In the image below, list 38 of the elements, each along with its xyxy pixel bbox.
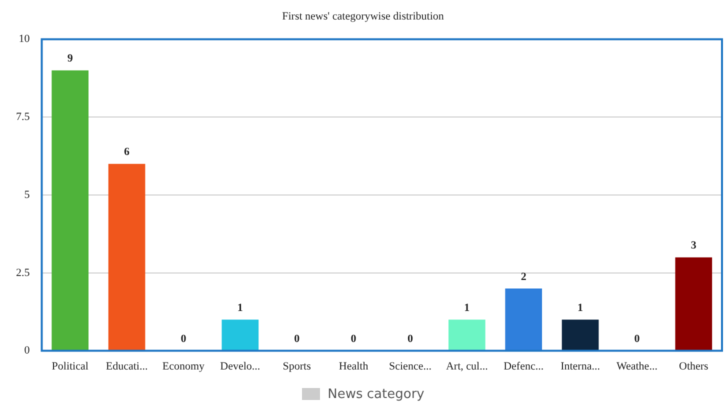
data-label: 2	[520, 270, 527, 283]
y-tick-label: 10	[18, 33, 30, 46]
y-tick-label: 5	[24, 188, 30, 201]
y-tick-label: 0	[24, 344, 30, 357]
x-tick-label: Economy	[162, 360, 206, 372]
data-label: 0	[180, 333, 187, 346]
data-label: 1	[237, 302, 243, 314]
x-tick-label: Sports	[282, 360, 311, 372]
bar	[562, 320, 599, 350]
x-tick-label: Political	[52, 360, 88, 372]
data-label: 6	[124, 146, 130, 158]
data-label: 9	[67, 52, 74, 65]
bar	[675, 257, 712, 350]
x-tick-label: Others	[678, 360, 708, 372]
x-tick-label: Weathe...	[616, 360, 658, 372]
data-label: 1	[578, 302, 584, 314]
data-label: 3	[690, 240, 697, 252]
x-tick-label: Develo...	[220, 360, 260, 372]
x-tick-label: Defenc...	[504, 360, 544, 372]
x-tick-label: Health	[338, 360, 369, 372]
data-label: 1	[464, 302, 470, 314]
x-tick-label: Interna...	[560, 360, 600, 372]
bar	[505, 288, 542, 350]
bar	[108, 164, 146, 350]
x-tick-label: Science...	[388, 360, 432, 372]
chart-title: First news' categorywise distribution	[282, 10, 444, 22]
bar	[448, 320, 486, 350]
text: News category	[328, 386, 424, 402]
data-label: 0	[634, 333, 640, 346]
y-tick-label: 7.5	[16, 110, 30, 123]
data-label: 0	[407, 333, 414, 346]
x-tick-label: Art, cul...	[446, 360, 488, 372]
data-label: 0	[294, 333, 300, 346]
y-tick-label: 2.5	[16, 266, 30, 279]
x-tick-label: Educati...	[106, 360, 148, 372]
data-label: 0	[350, 333, 357, 346]
bar	[52, 70, 89, 350]
bar	[222, 320, 259, 350]
